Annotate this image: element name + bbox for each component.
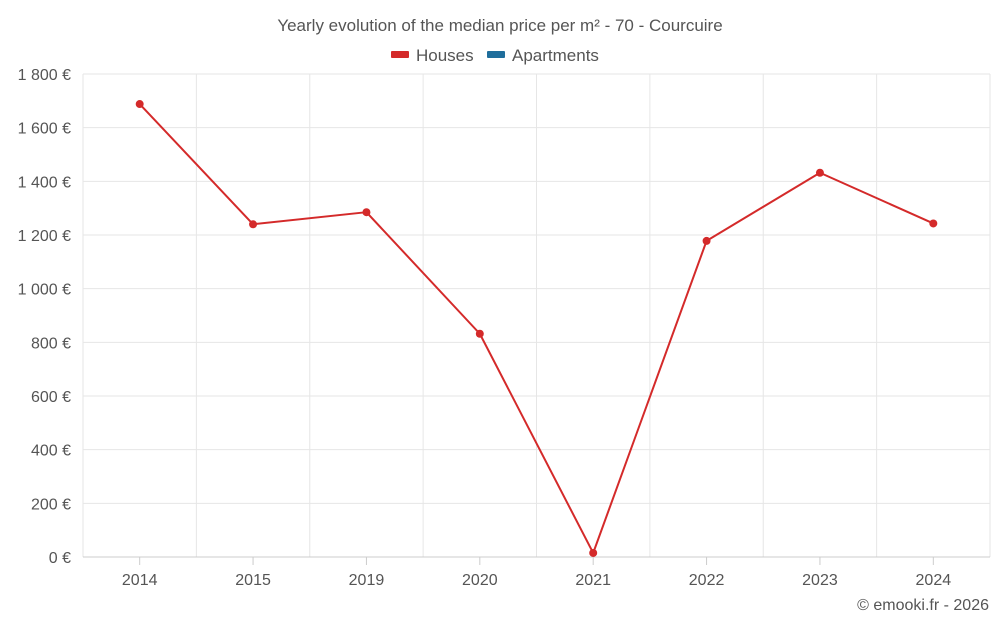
y-tick-label: 1 000 € [18,282,71,299]
credit-text: © emooki.fr - 2026 [857,597,989,614]
legend: Houses Apartments [391,46,599,65]
y-axis: 0 € 200 € 400 € 600 € 800 € 1 000 € 1 200 € 1 4… [18,67,71,567]
chart-title: Yearly evolution of the median price per… [277,16,722,35]
x-tick-label: 2020 [462,572,498,589]
legend-label-apartments: Apartments [512,46,599,65]
x-tick-label: 2024 [916,572,952,589]
y-tick-label: 600 € [31,389,71,406]
data-point-2020[interactable] [475,329,484,338]
x-gridlines [82,74,991,557]
x-tick-label: 2019 [349,572,385,589]
y-tick-label: 0 € [49,550,71,567]
data-point-2014[interactable] [135,100,144,109]
x-axis: 2014 2015 2019 2020 2021 2022 2023 2024 [83,556,990,589]
data-point-2022[interactable] [702,236,711,245]
y-tick-label: 1 800 € [18,67,71,84]
x-tick-label: 2015 [235,572,271,589]
x-tick-label: 2014 [122,572,158,589]
data-point-2021[interactable] [589,548,598,557]
legend-item-apartments[interactable]: Apartments [487,46,599,65]
series-line-houses [138,103,934,554]
y-tick-label: 800 € [31,335,71,352]
y-tick-label: 1 600 € [18,121,71,138]
x-tick-label: 2021 [575,572,611,589]
legend-swatch-houses [391,51,409,58]
x-tick-label: 2023 [802,572,838,589]
y-tick-label: 400 € [31,443,71,460]
legend-label-houses: Houses [416,46,474,65]
x-tick-label: 2022 [689,572,725,589]
legend-swatch-apartments [487,51,505,58]
y-tick-label: 1 400 € [18,174,71,191]
y-tick-label: 1 200 € [18,228,71,245]
data-point-2019[interactable] [362,208,371,217]
data-point-2015[interactable] [249,220,258,229]
data-point-2023[interactable] [815,168,824,177]
series-houses [135,100,938,557]
y-tick-label: 200 € [31,496,71,513]
legend-item-houses[interactable]: Houses [391,46,474,65]
data-point-2024[interactable] [929,219,938,228]
